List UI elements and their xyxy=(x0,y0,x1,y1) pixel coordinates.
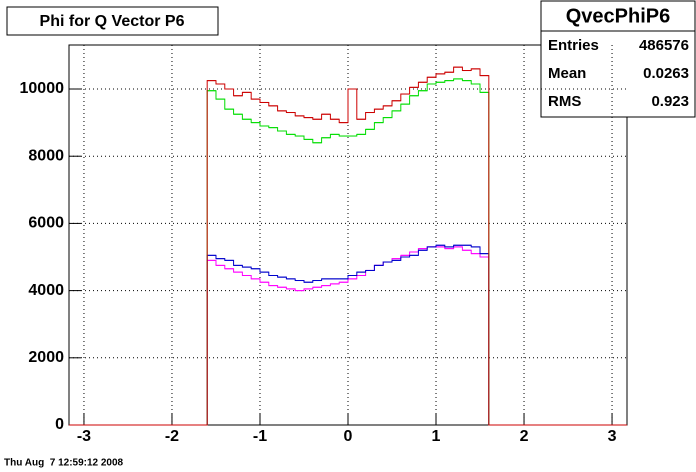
x-tick-label: 2 xyxy=(520,428,529,445)
x-tick-label: -2 xyxy=(165,428,179,445)
stats-value: 486576 xyxy=(639,37,689,54)
stats-value: 0.0263 xyxy=(643,65,689,82)
footer: Thu Aug 7 12:59:12 2008 xyxy=(4,458,124,469)
y-tick-label: 8000 xyxy=(28,147,64,164)
chart-title: Phi for Q Vector P6 xyxy=(40,13,185,30)
x-tick-label: 0 xyxy=(344,428,353,445)
x-tick-label: -1 xyxy=(253,428,267,445)
y-tick-label: 6000 xyxy=(28,215,64,232)
stats-label: RMS xyxy=(548,93,581,110)
stats-label: Entries xyxy=(548,37,599,54)
title-box xyxy=(6,6,219,36)
y-tick-label: 4000 xyxy=(28,282,64,299)
stats-label: Mean xyxy=(548,65,586,82)
x-tick-label: -3 xyxy=(77,428,91,445)
stats-value: 0.923 xyxy=(651,93,689,110)
y-tick-label: 10000 xyxy=(20,80,65,97)
y-tick-label: 0 xyxy=(55,416,64,433)
x-tick-label: 1 xyxy=(432,428,441,445)
stats-title: QvecPhiP6 xyxy=(566,5,671,27)
stats-box xyxy=(540,0,696,118)
y-tick-label: 2000 xyxy=(28,349,64,366)
x-tick-label: 3 xyxy=(608,428,617,445)
